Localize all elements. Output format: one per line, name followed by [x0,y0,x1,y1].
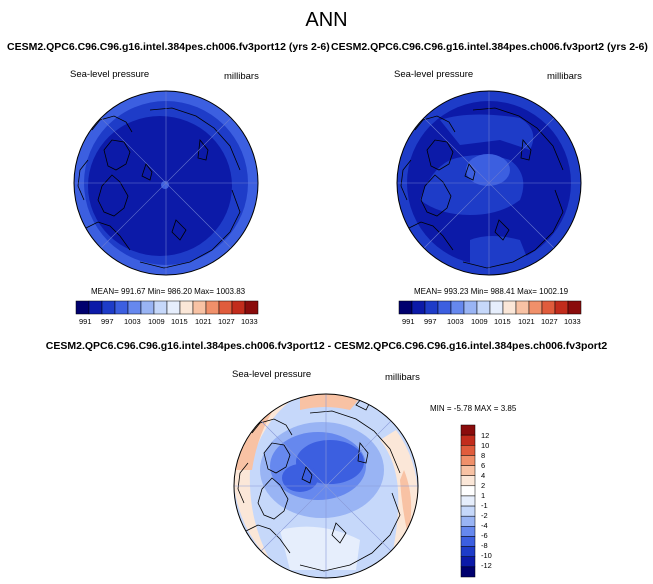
colorbar-swatch [218,300,233,315]
panel-2-colorbar-label: 991 [402,317,415,326]
panel-1-colorbar-label: 997 [101,317,114,326]
colorbar-swatch [231,300,246,315]
colorbar-swatch [192,300,207,315]
colorbar-swatch [515,300,530,315]
colorbar-swatch [411,300,426,315]
difference-colorbar-label: -8 [481,541,488,550]
colorbar-swatch [528,300,543,315]
colorbar-swatch [460,445,476,456]
difference-colorbar-label: -4 [481,521,488,530]
difference-colorbar-label: 6 [481,461,486,470]
panel-2-colorbar-label: 1009 [471,317,488,326]
panel-1-colorbar-label: 1003 [124,317,141,326]
difference-colorbar-label: 1 [481,491,486,500]
colorbar-swatch [502,300,517,315]
colorbar-difference [460,424,476,578]
slp-map-2 [396,90,582,276]
colorbar-swatch [554,300,569,315]
colorbar-swatch [140,300,155,315]
panel-2-stats: MEAN= 993.23 Min= 988.41 Max= 1002.19 [414,287,569,296]
panel-2-colorbar-label: 997 [424,317,437,326]
colorbar-swatch [437,300,452,315]
panel-2-colorbar-label: 1033 [564,317,581,326]
difference-variable-label: Sea-level pressure [232,369,312,380]
colorbar-swatch [460,465,476,476]
colorbar-panel-2 [398,300,582,315]
colorbar-swatch [460,485,476,497]
panel-1-colorbar-label: 991 [79,317,92,326]
panel-1-colorbar-label: 1015 [171,317,188,326]
colorbar-swatch [460,495,476,507]
colorbar-swatch [460,536,476,547]
difference-colorbar-label: -6 [481,531,488,540]
slp-difference-map [233,393,419,579]
difference-colorbar-label: -12 [481,561,492,570]
colorbar-swatch [541,300,556,315]
difference-colorbar-label: 2 [481,481,486,490]
colorbar-swatch [567,300,582,315]
panel-2-units-label: millibars [547,71,582,82]
colorbar-swatch [460,526,476,537]
colorbar-swatch [88,300,103,315]
panel-1-variable-label: Sea-level pressure [70,69,150,80]
difference-colorbar-label: 4 [481,471,486,480]
panel-1-colorbar-label: 1021 [195,317,212,326]
panel-1-title: CESM2.QPC6.C96.C96.g16.intel.384pes.ch00… [7,41,330,53]
colorbar-swatch [476,300,491,315]
colorbar-swatch [460,566,476,578]
panel-2-colorbar-label: 1003 [447,317,464,326]
panel-2-colorbar-label: 1021 [518,317,535,326]
panel-2-title: CESM2.QPC6.C96.C96.g16.intel.384pes.ch00… [331,41,648,53]
difference-colorbar-label: 12 [481,431,490,440]
colorbar-swatch [460,556,476,568]
slp-map-1 [73,90,259,276]
colorbar-swatch [489,300,504,315]
panel-2-colorbar-label: 1027 [541,317,558,326]
colorbar-swatch [179,300,194,315]
main-title: ANN [305,9,348,31]
colorbar-swatch [460,434,476,446]
difference-title: CESM2.QPC6.C96.C96.g16.intel.384pes.ch00… [45,340,608,352]
colorbar-swatch [75,300,90,315]
colorbar-swatch [460,546,476,557]
colorbar-panel-1 [75,300,259,315]
colorbar-swatch [398,300,413,315]
panel-1-colorbar-label: 1027 [218,317,235,326]
colorbar-swatch [166,300,181,315]
colorbar-swatch [153,300,168,315]
colorbar-swatch [424,300,439,315]
colorbar-swatch [244,300,259,315]
colorbar-swatch [460,515,476,527]
difference-stats: MIN = -5.78 MAX = 3.85 [430,404,517,413]
panel-1-stats: MEAN= 991.67 Min= 986.20 Max= 1003.83 [91,287,246,296]
colorbar-swatch [205,300,220,315]
panel-1-colorbar-label: 1009 [148,317,165,326]
colorbar-swatch [450,300,465,315]
panel-2-variable-label: Sea-level pressure [394,69,474,80]
colorbar-swatch [460,455,476,466]
colorbar-swatch [463,300,478,315]
difference-colorbar-label: -10 [481,551,492,560]
difference-colorbar-label: 8 [481,451,486,460]
difference-colorbar-label: 10 [481,441,490,450]
colorbar-swatch [127,300,142,315]
panel-1-units-label: millibars [224,71,259,82]
colorbar-swatch [460,475,476,487]
colorbar-swatch [114,300,129,315]
colorbar-swatch [460,424,476,436]
panel-2-colorbar-label: 1015 [494,317,511,326]
panel-1-colorbar-label: 1033 [241,317,258,326]
difference-colorbar-label: -2 [481,511,488,520]
difference-units-label: millibars [385,372,420,383]
colorbar-swatch [101,300,116,315]
colorbar-swatch [460,505,476,517]
difference-colorbar-label: -1 [481,501,488,510]
